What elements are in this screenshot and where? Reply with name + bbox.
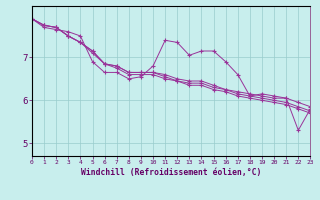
X-axis label: Windchill (Refroidissement éolien,°C): Windchill (Refroidissement éolien,°C) [81, 168, 261, 177]
